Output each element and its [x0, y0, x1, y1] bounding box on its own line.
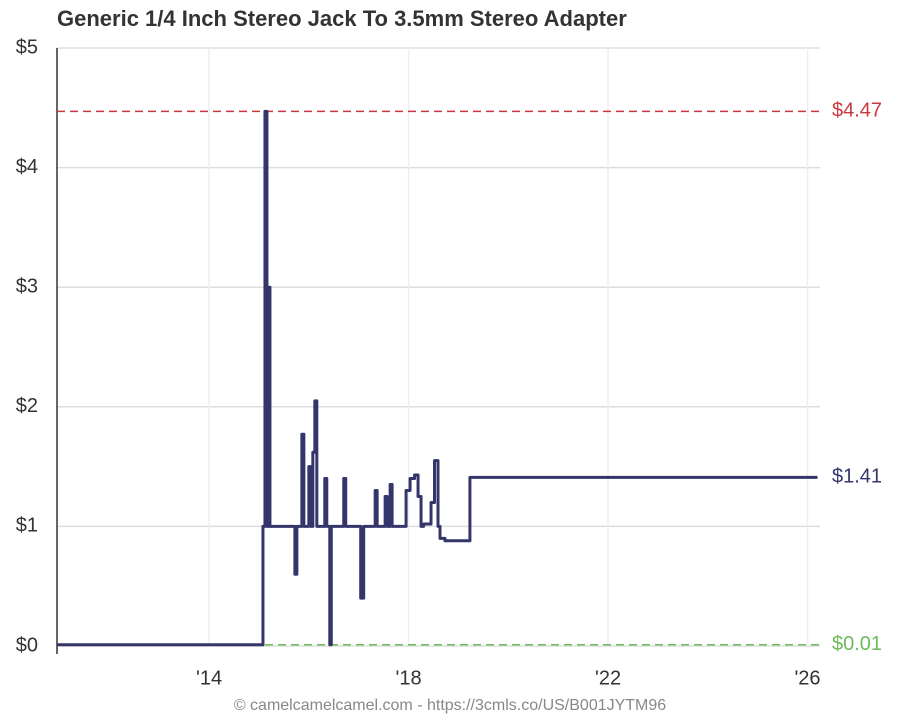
x-tick-label: '26	[794, 667, 820, 689]
x-tick-label: '22	[595, 667, 621, 689]
x-tick-label: '18	[396, 667, 422, 689]
y-tick-label: $5	[16, 36, 38, 58]
reference-label: $1.41	[832, 466, 882, 488]
x-tick-label: '14	[196, 667, 222, 689]
price-line	[57, 109, 818, 647]
y-tick-label: $1	[16, 515, 38, 537]
reference-label: $4.47	[832, 100, 882, 122]
footer: © camelcamelcamel.com - https://3cmls.co…	[234, 697, 666, 714]
y-tick-label: $2	[16, 395, 38, 417]
y-tick-label: $3	[16, 275, 38, 297]
y-tick-label: $4	[16, 156, 38, 178]
reference-label: $0.01	[832, 633, 882, 655]
y-tick-label: $0	[16, 634, 38, 656]
chart-title: Generic 1/4 Inch Stereo Jack To 3.5mm St…	[57, 6, 627, 31]
